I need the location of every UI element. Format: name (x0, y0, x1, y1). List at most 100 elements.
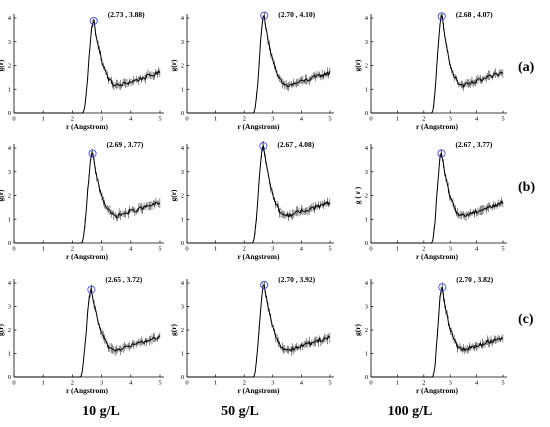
y-tick-label: 3 (365, 39, 368, 46)
rdf-curve (187, 145, 331, 244)
y-tick-label: 0 (8, 110, 11, 117)
x-tick-label: 5 (158, 246, 161, 253)
x-tick-label: 2 (243, 116, 246, 123)
y-tick-label: 1 (8, 216, 11, 223)
x-tick-label: 1 (214, 116, 217, 123)
x-axis-title: r (Angstrom) (66, 122, 109, 131)
x-axis-title: r (Angstrom) (237, 252, 280, 261)
x-tick-label: 5 (328, 116, 331, 123)
peak-label: (2.69 , 3.77) (107, 140, 144, 149)
column-label-10: 10 g/L (82, 404, 120, 419)
y-axis-title: g(r) (169, 59, 178, 72)
x-tick-label: 1 (42, 246, 45, 253)
y-tick-label: 2 (181, 327, 184, 334)
rdf-curve (14, 289, 161, 378)
peak-label: (2.70 , 3.92) (278, 275, 315, 284)
y-tick-label: 3 (181, 169, 184, 176)
y-tick-label: 0 (181, 374, 184, 381)
x-tick-label: 2 (71, 116, 74, 123)
y-tick-label: 0 (365, 240, 368, 247)
rdf-panel: 0 1 2 3 4 5 0 1 2 3 4 r (Angstrom) g(r) (2.70 , 3.82) (353, 275, 507, 395)
y-tick-label: 2 (181, 63, 184, 70)
x-tick-label: 5 (328, 380, 331, 387)
x-tick-label: 1 (42, 380, 45, 387)
row-label-b: (b) (518, 180, 536, 195)
y-tick-label: 4 (8, 145, 12, 152)
rdf-panel: 0 1 2 3 4 5 0 1 2 3 4 r (Angstrom) g(r) (2.67 , 4.08) (169, 140, 334, 261)
y-tick-label: 0 (8, 374, 11, 381)
y-tick-label: 3 (8, 169, 11, 176)
x-tick-label: 0 (369, 380, 372, 387)
y-tick-label: 4 (181, 15, 185, 22)
y-tick-label: 2 (8, 193, 11, 200)
y-axis-title: g(r) (0, 189, 5, 202)
rdf-panel: 0 1 2 3 4 5 0 1 2 3 4 r (Angstrom) g(r) (2.70 , 3.92) (169, 275, 334, 395)
column-label-100: 100 g/L (387, 404, 433, 419)
peak-marker (260, 11, 269, 20)
x-tick-label: 2 (243, 380, 246, 387)
rdf-panel: 0 1 2 3 4 5 0 1 2 3 4 r (Angstrom) g(r) (2.73 , 3.88) (0, 10, 164, 131)
peak-label: (2.70 , 4.10) (278, 10, 315, 19)
peak-marker (437, 12, 446, 21)
y-tick-label: 1 (8, 86, 11, 93)
y-axis-title: g(r) (353, 59, 362, 72)
y-tick-label: 1 (8, 351, 11, 358)
y-tick-label: 2 (8, 63, 11, 70)
rdf-curve (14, 20, 161, 114)
rdf-curve (187, 14, 331, 114)
x-tick-label: 5 (328, 246, 331, 253)
y-tick-label: 4 (8, 280, 12, 287)
rdf-panel: 0 1 2 3 4 5 0 1 2 3 4 r (Angstrom) g(r) (2.70 , 4.10) (169, 10, 334, 131)
x-tick-label: 5 (158, 116, 161, 123)
peak-label: (2.65 , 3.72) (105, 275, 142, 284)
y-axis-title: g(r) (169, 189, 178, 202)
peak-marker (89, 16, 98, 25)
x-tick-label: 3 (271, 380, 274, 387)
x-tick-label: 3 (100, 246, 103, 253)
x-tick-label: 1 (42, 116, 45, 123)
rdf-curve (371, 287, 504, 378)
y-tick-label: 2 (365, 193, 368, 200)
y-tick-label: 3 (181, 39, 184, 46)
rdf-curve (14, 153, 161, 244)
x-tick-label: 4 (129, 246, 133, 253)
peak-marker (259, 142, 268, 151)
y-tick-label: 0 (181, 240, 184, 247)
peak-label: (2.70 , 3.82) (456, 275, 493, 284)
x-tick-label: 1 (396, 246, 399, 253)
x-tick-label: 1 (396, 116, 399, 123)
y-tick-label: 2 (365, 63, 368, 70)
y-tick-label: 2 (181, 193, 184, 200)
y-tick-label: 0 (365, 374, 368, 381)
y-tick-label: 4 (181, 280, 185, 287)
x-tick-label: 0 (369, 116, 372, 123)
peak-marker (88, 149, 97, 158)
x-tick-label: 5 (501, 380, 504, 387)
y-tick-label: 1 (365, 86, 368, 93)
rdf-panel: 0 1 2 3 4 5 0 1 2 3 4 r (Angstrom) g ( r ) (2.67 , 3.… (353, 140, 507, 261)
y-tick-label: 4 (181, 145, 185, 152)
x-tick-label: 0 (185, 116, 188, 123)
x-tick-label: 3 (271, 246, 274, 253)
peak-marker (87, 285, 96, 294)
y-axis-title: g(r) (353, 323, 362, 336)
x-tick-label: 3 (100, 116, 103, 123)
x-tick-label: 4 (300, 116, 304, 123)
x-tick-label: 2 (422, 246, 425, 253)
y-tick-label: 2 (8, 327, 11, 334)
x-tick-label: 3 (449, 246, 452, 253)
y-tick-label: 1 (181, 351, 184, 358)
y-axis-title: g(r) (0, 59, 5, 72)
x-tick-label: 3 (100, 380, 103, 387)
x-tick-label: 1 (396, 380, 399, 387)
y-tick-label: 0 (365, 110, 368, 117)
peak-marker (438, 283, 447, 292)
x-tick-label: 5 (501, 116, 504, 123)
x-axis-title: r (Angstrom) (416, 386, 459, 395)
x-tick-label: 4 (475, 116, 479, 123)
y-axis-title: g(r) (0, 323, 5, 336)
x-tick-label: 1 (214, 380, 217, 387)
y-axis-title: g ( r ) (353, 186, 362, 204)
x-tick-label: 2 (71, 246, 74, 253)
